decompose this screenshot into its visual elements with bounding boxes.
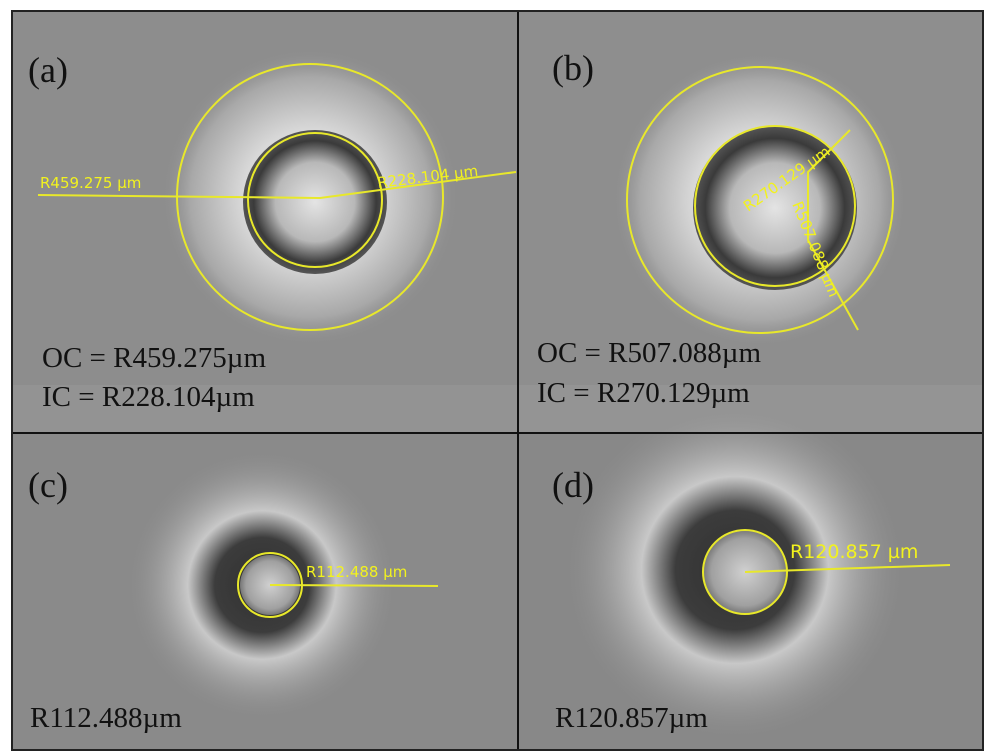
panel-label: (d) — [552, 465, 594, 505]
caption: R120.857µm — [555, 702, 708, 734]
caption: IC = R228.104µm — [42, 381, 255, 413]
panel-label: (c) — [28, 465, 68, 505]
radius-line — [270, 585, 438, 586]
panel-label: (a) — [28, 50, 68, 90]
caption: OC = R459.275µm — [42, 342, 266, 374]
radius-label: R459.275 µm — [40, 174, 141, 192]
panel-label: (b) — [552, 48, 594, 88]
crater-pit — [243, 130, 387, 274]
caption: OC = R507.088µm — [537, 337, 761, 369]
radius-label: R120.857 µm — [790, 541, 918, 563]
radius-label: R112.488 µm — [306, 563, 407, 581]
figure: R459.275 µm R228.104 µm (a) OC = R459.27… — [0, 0, 984, 751]
caption: R112.488µm — [30, 702, 182, 734]
